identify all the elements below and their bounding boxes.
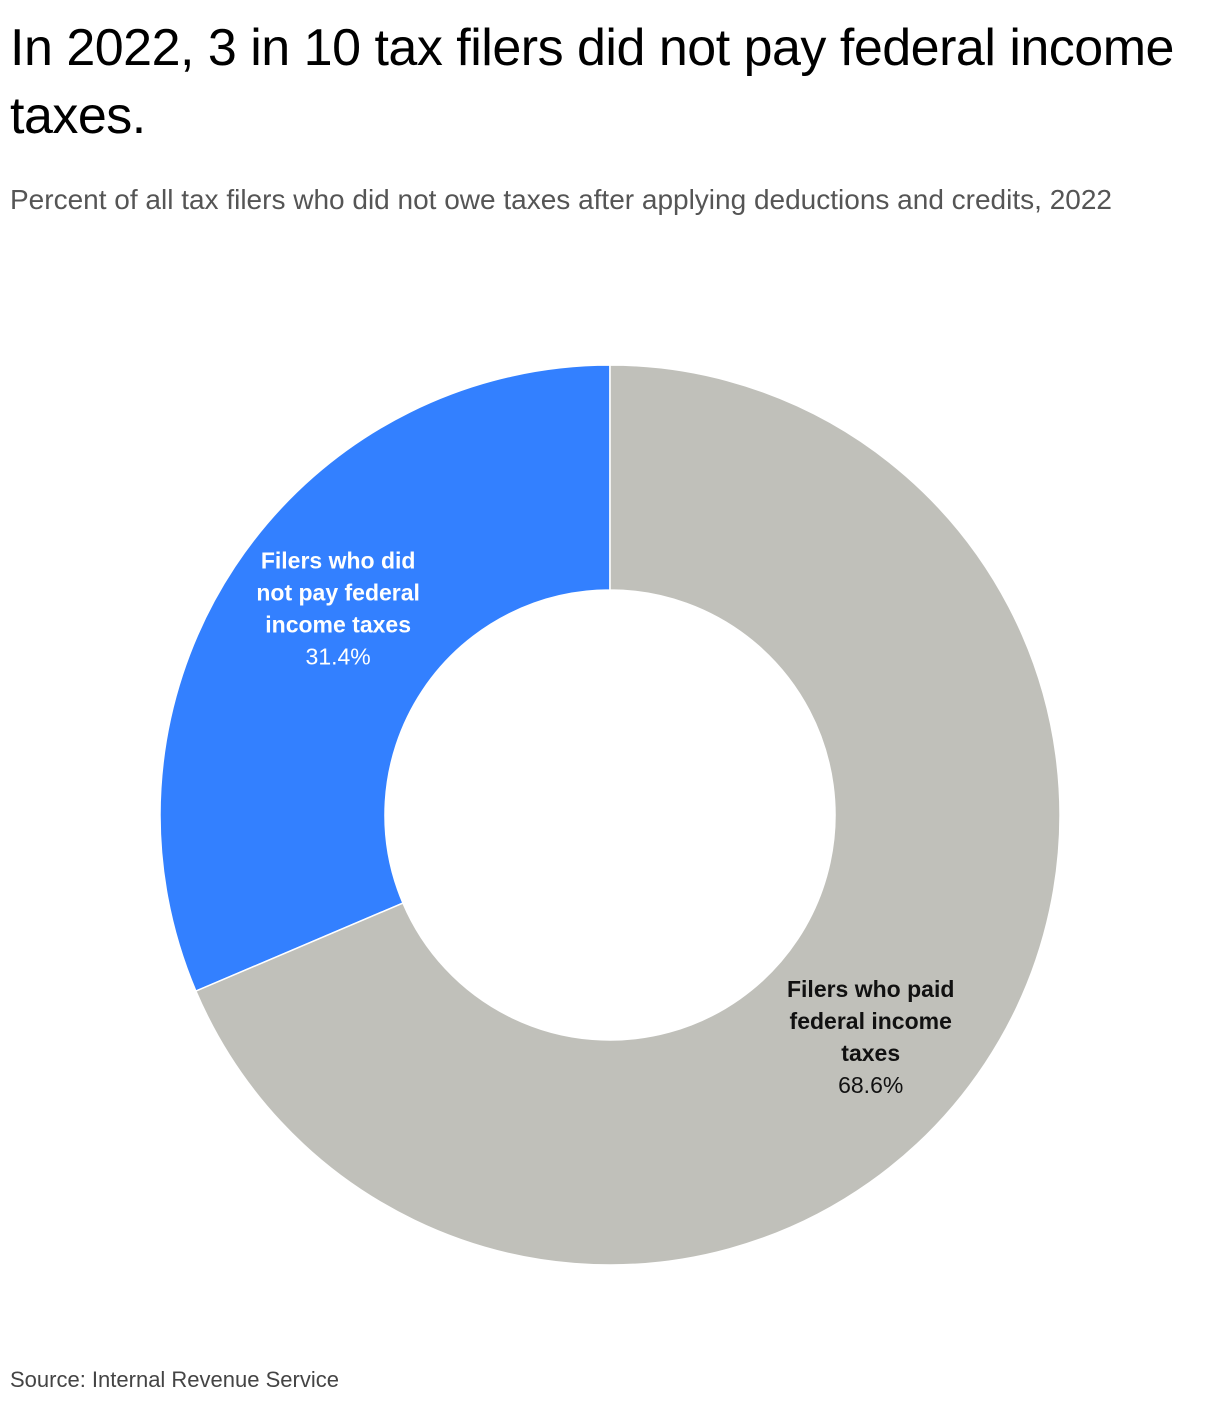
slice-category-label: Filers who paid — [787, 976, 954, 1002]
slice-value-label: 31.4% — [306, 643, 371, 669]
slice-category-label: Filers who did — [261, 547, 416, 573]
source-note: Source: Internal Revenue Service — [10, 1367, 339, 1392]
donut-slices — [159, 364, 1061, 1266]
chart-subtitle: Percent of all tax filers who did not ow… — [10, 184, 1112, 215]
donut-chart: Filers who did not pay federal income taxe… — [159, 364, 1061, 1266]
slice-value-label: 68.6% — [838, 1072, 903, 1098]
donut-slice-2 — [194, 364, 1061, 1266]
slice-category-label: income taxes — [265, 611, 411, 637]
donut-slice-1 — [159, 364, 611, 993]
slice-category-label: not pay federal — [256, 579, 420, 605]
slice-category-label: taxes — [841, 1040, 900, 1066]
slice-category-label: federal income — [790, 1008, 952, 1034]
donut-labels: Filers who did not pay federal income taxe… — [256, 547, 954, 1098]
chart-title: In 2022, 3 in 10 tax filers did not pay … — [10, 19, 1174, 145]
slice-label-2: Filers who paid federal income taxes 68.6% — [787, 976, 954, 1098]
slice-label-1: Filers who did not pay federal income taxe… — [256, 547, 420, 669]
